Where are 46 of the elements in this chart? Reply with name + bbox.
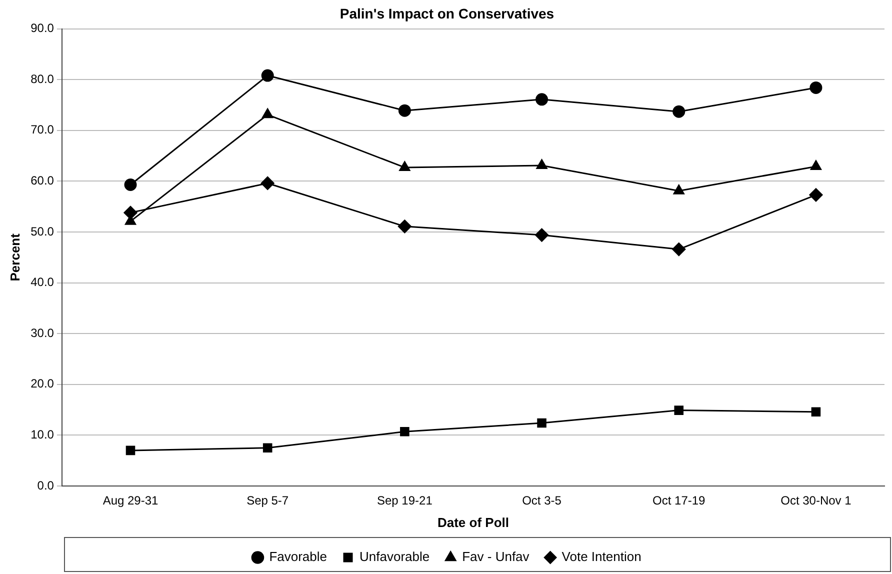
point (261, 69, 274, 82)
point (536, 93, 548, 106)
point (262, 443, 272, 453)
legend-label: Vote Intention (562, 549, 642, 564)
point (126, 446, 136, 456)
point (673, 184, 684, 194)
y-axis-title: Percent (7, 232, 22, 282)
x-tick-label: Sep 19-21 (376, 494, 433, 508)
chart-title: Palin's Impact on Conservatives (340, 5, 554, 22)
point (535, 228, 549, 242)
y-tick-label: 90.0 (30, 21, 54, 36)
y-tick-label: 60.0 (30, 174, 54, 188)
point (810, 81, 822, 94)
point (262, 108, 274, 118)
y-tick-label: 80.0 (30, 72, 54, 86)
y-tick-label: 40.0 (30, 275, 54, 290)
point (672, 105, 686, 118)
x-tick-label: Aug 29-31 (102, 494, 159, 508)
x-tick-label: Sep 5-7 (246, 494, 289, 508)
point (124, 178, 137, 192)
point (260, 176, 274, 190)
point (399, 161, 410, 171)
point (536, 159, 548, 169)
point (674, 406, 684, 415)
x-tick-label: Oct 3-5 (522, 494, 562, 508)
legend-label: Fav - Unfav (462, 549, 530, 564)
y-tick-label: 70.0 (30, 122, 54, 137)
point (124, 206, 138, 220)
y-tick-label: 0.0 (37, 478, 54, 492)
x-axis-title: Date of Poll (437, 514, 509, 530)
point (398, 220, 412, 234)
x-tick-label: Oct 17-19 (652, 494, 706, 508)
point (809, 188, 823, 202)
point (672, 242, 686, 256)
y-tick-label: 20.0 (30, 376, 54, 391)
x-tick-label: Oct 30-Nov 1 (780, 494, 852, 508)
legend-label: Unfavorable (360, 549, 430, 564)
point (537, 418, 546, 428)
point (810, 160, 822, 170)
y-tick-label: 10.0 (30, 428, 54, 442)
legend-label: Favorable (269, 549, 328, 564)
point (398, 104, 411, 117)
y-tick-label: 30.0 (30, 326, 54, 340)
point (400, 427, 410, 436)
y-tick-label: 50.0 (30, 224, 54, 238)
point (811, 407, 821, 416)
